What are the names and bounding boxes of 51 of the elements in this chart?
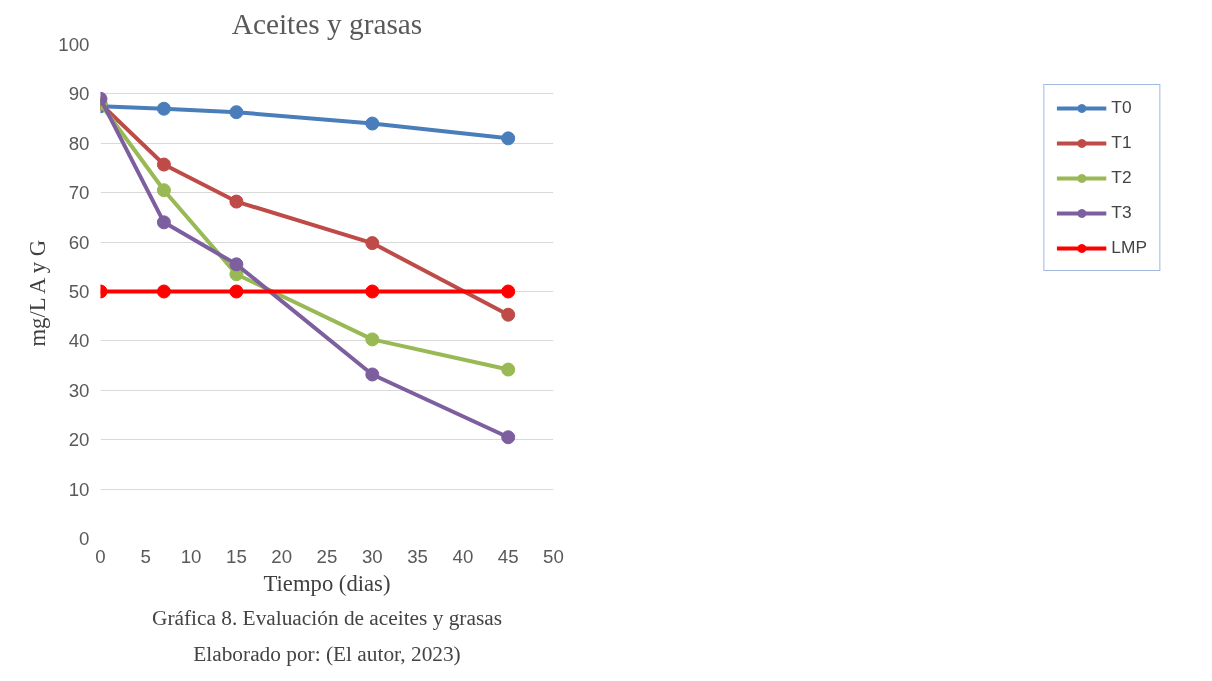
point bbox=[365, 367, 380, 382]
point bbox=[365, 116, 380, 131]
legend-label: LMP bbox=[1111, 237, 1147, 258]
point bbox=[229, 257, 244, 272]
point bbox=[156, 101, 171, 116]
y-tick-label: 40 bbox=[68, 330, 90, 352]
x-tick-label: 35 bbox=[407, 545, 428, 567]
chart-title: Aceites y grasas bbox=[231, 7, 423, 40]
point bbox=[365, 332, 380, 347]
x-tick-label: 20 bbox=[271, 545, 293, 567]
point bbox=[229, 105, 244, 120]
text: Gráfica 8. Evaluación de aceites y grasas bbox=[152, 605, 502, 630]
y-axis-title: mg/L A y G bbox=[25, 239, 51, 347]
y-tick-label: 10 bbox=[68, 478, 90, 500]
point bbox=[365, 284, 380, 299]
point bbox=[501, 362, 516, 377]
y-tick-label: 70 bbox=[68, 182, 90, 204]
y-tick-label: 20 bbox=[68, 429, 90, 451]
y-tick-label: 50 bbox=[68, 281, 90, 302]
x-tick-label: 15 bbox=[226, 545, 247, 567]
y-tick-label: 0 bbox=[79, 528, 90, 549]
y-tick-label: 80 bbox=[68, 132, 90, 154]
x-tick-label: 0 bbox=[95, 545, 106, 567]
y-tick-label: 100 bbox=[58, 34, 90, 55]
legend-label: T0 bbox=[1111, 97, 1132, 118]
point bbox=[156, 183, 171, 198]
point bbox=[501, 307, 516, 322]
y-tick-label: 90 bbox=[68, 83, 90, 105]
x-tick-label: 30 bbox=[361, 545, 383, 567]
x-tick-label: 50 bbox=[543, 545, 564, 567]
legend-label: T1 bbox=[1111, 132, 1132, 153]
x-tick-label: 40 bbox=[452, 545, 474, 567]
point bbox=[156, 157, 171, 172]
point bbox=[229, 194, 244, 209]
point bbox=[156, 284, 171, 299]
x-axis-title: Tiempo (dias) bbox=[263, 570, 391, 596]
legend-label: T3 bbox=[1111, 202, 1132, 223]
point bbox=[501, 131, 516, 146]
point bbox=[156, 215, 171, 230]
x-tick-label: 45 bbox=[497, 545, 519, 567]
x-tick-label: 5 bbox=[140, 545, 151, 567]
point bbox=[501, 284, 516, 299]
legend-label: T2 bbox=[1111, 167, 1132, 188]
point bbox=[501, 430, 516, 445]
y-tick-label: 60 bbox=[68, 231, 90, 253]
point bbox=[229, 284, 244, 299]
x-tick-label: 10 bbox=[180, 545, 202, 567]
text: Elaborado por: (El autor, 2023) bbox=[193, 641, 461, 666]
point bbox=[365, 236, 380, 251]
y-tick-label: 30 bbox=[68, 379, 90, 401]
x-tick-label: 25 bbox=[316, 545, 338, 567]
